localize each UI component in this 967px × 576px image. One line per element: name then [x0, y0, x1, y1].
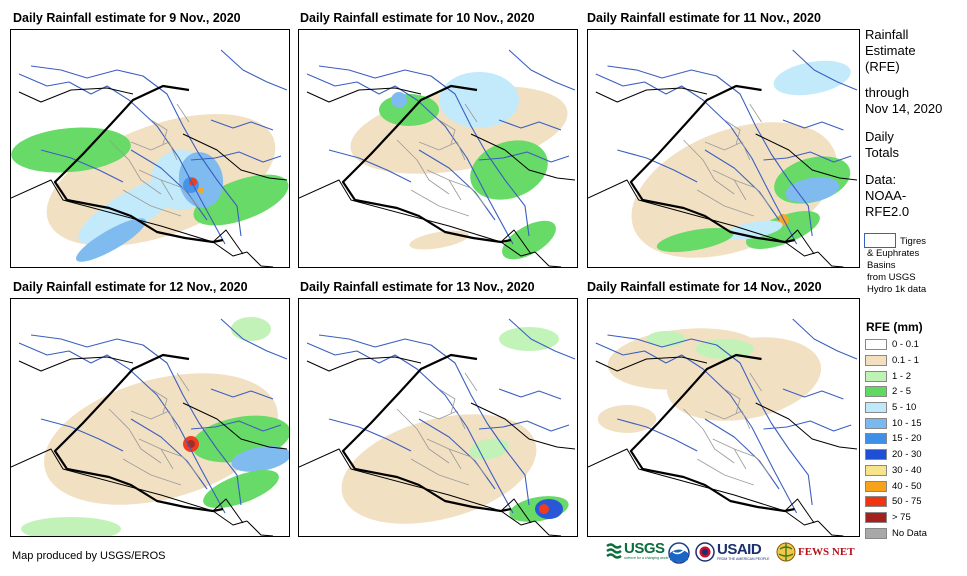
- map-graphic: [299, 49, 576, 267]
- legend-item: 5 - 10: [865, 400, 927, 416]
- map-panel-nov14: [587, 298, 860, 537]
- sidebar-through: through Nov 14, 2020: [865, 85, 943, 116]
- legend-item: 40 - 50: [865, 478, 927, 494]
- legend-swatch: [865, 496, 887, 508]
- legend-label: 1 - 2: [892, 370, 912, 382]
- legend-swatch: [865, 527, 887, 539]
- legend-item: 1 - 2: [865, 368, 927, 384]
- usgs-logo: USGS science for a changing world: [606, 541, 668, 560]
- legend-label: > 75: [892, 511, 911, 523]
- map-panel-nov12: [10, 298, 290, 537]
- panel-title-nov12: Daily Rainfall estimate for 12 Nov., 202…: [13, 280, 248, 294]
- noaa-seal-icon: [668, 542, 690, 564]
- legend-label: 2 - 5: [892, 386, 912, 398]
- legend-label: 50 - 75: [892, 496, 922, 508]
- panel-title-nov11: Daily Rainfall estimate for 11 Nov., 202…: [587, 11, 821, 25]
- legend-label: 30 - 40: [892, 464, 922, 476]
- legend-swatch: [865, 464, 887, 476]
- sidebar-heading: Rainfall Estimate (RFE): [865, 27, 916, 74]
- usgs-mark-icon: [606, 543, 622, 559]
- legend-swatch: [865, 480, 887, 492]
- legend-swatch: [865, 402, 887, 414]
- panel-title-nov14: Daily Rainfall estimate for 14 Nov., 202…: [587, 280, 822, 294]
- legend-label: 5 - 10: [892, 402, 917, 414]
- usaid-seal-icon: [695, 542, 715, 562]
- legend-swatch: [865, 433, 887, 445]
- map-panel-nov10: [298, 29, 578, 268]
- legend-label: 40 - 50: [892, 480, 922, 492]
- legend-swatch: [865, 386, 887, 398]
- legend-item: 50 - 75: [865, 494, 927, 510]
- usaid-logo: USAID FROM THE AMERICAN PEOPLE: [695, 542, 769, 562]
- basin-note: Tigres & Euphrates Basins from USGS Hydr…: [867, 236, 927, 295]
- panel-title-nov13: Daily Rainfall estimate for 13 Nov., 202…: [300, 280, 535, 294]
- legend-item: 2 - 5: [865, 384, 927, 400]
- legend-item: 0 - 0.1: [865, 337, 927, 353]
- legend-swatch: [865, 449, 887, 461]
- legend: 0 - 0.1 0.1 - 1 1 - 2 2 - 5 5 - 10 10 - 15 15 …: [865, 337, 927, 541]
- legend-item: > 75: [865, 510, 927, 526]
- legend-item: 10 - 15: [865, 415, 927, 431]
- map-graphic: [299, 318, 576, 536]
- map-graphic: [588, 49, 858, 267]
- legend-label: 20 - 30: [892, 449, 922, 461]
- fewsnet-globe-icon: [776, 542, 796, 562]
- legend-item: 20 - 30: [865, 447, 927, 463]
- legend-swatch: [865, 339, 887, 351]
- legend-swatch: [865, 511, 887, 523]
- noaa-logo: [668, 542, 690, 564]
- map-panel-nov9: [10, 29, 290, 268]
- map-panel-nov11: [587, 29, 860, 268]
- legend-item: 15 - 20: [865, 431, 927, 447]
- legend-label: 15 - 20: [892, 433, 922, 445]
- legend-item: 0.1 - 1: [865, 353, 927, 369]
- sidebar-data-source: Data: NOAA- RFE2.0: [865, 172, 910, 219]
- map-graphic: [588, 318, 858, 536]
- sidebar-totals: Daily Totals: [865, 129, 899, 160]
- legend-item: 30 - 40: [865, 463, 927, 479]
- legend-swatch: [865, 370, 887, 382]
- legend-title: RFE (mm): [866, 320, 923, 334]
- panel-title-nov10: Daily Rainfall estimate for 10 Nov., 202…: [300, 11, 535, 25]
- legend-swatch: [865, 417, 887, 429]
- legend-label: 0 - 0.1: [892, 339, 919, 351]
- map-graphic: [11, 49, 289, 267]
- map-credit: Map produced by USGS/EROS: [12, 550, 166, 562]
- legend-label: 0.1 - 1: [892, 355, 919, 367]
- map-graphic: [11, 317, 289, 536]
- legend-item: No Data: [865, 525, 927, 541]
- panel-title-nov9: Daily Rainfall estimate for 9 Nov., 2020: [13, 11, 241, 25]
- legend-swatch: [865, 355, 887, 367]
- basin-outline-swatch: [864, 233, 896, 248]
- map-panel-nov13: [298, 298, 578, 537]
- legend-label: 10 - 15: [892, 417, 922, 429]
- fewsnet-logo: FEWS NET: [776, 542, 855, 562]
- legend-label: No Data: [892, 527, 927, 539]
